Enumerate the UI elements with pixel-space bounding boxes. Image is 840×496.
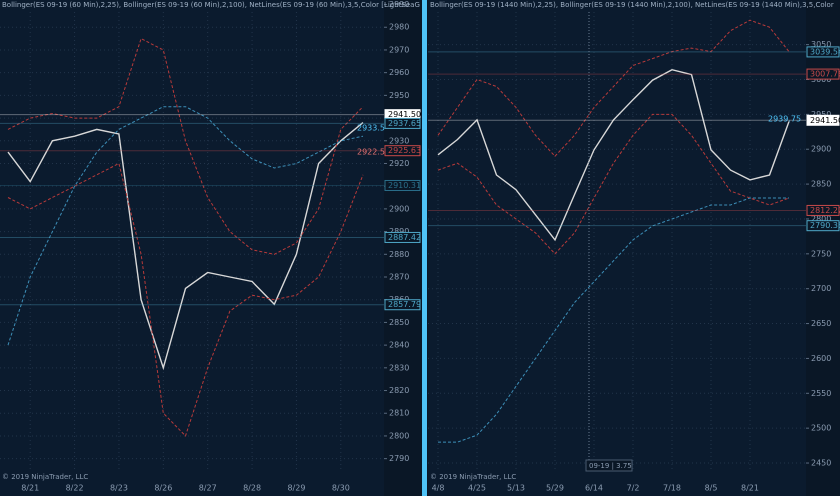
y-tick-label: 2600 bbox=[811, 354, 831, 363]
y-tick-label: 2990 bbox=[389, 0, 409, 9]
y-tick-label: 2960 bbox=[389, 68, 409, 77]
footer: © 2019 NinjaTrader, LLC bbox=[430, 473, 516, 481]
annotation: 2939.75 bbox=[768, 115, 801, 124]
y-tick-label: 2930 bbox=[389, 136, 409, 145]
price-tag bbox=[806, 68, 840, 80]
price-tag-label: 2925.63 bbox=[388, 146, 421, 155]
x-tick-label: 5/29 bbox=[546, 484, 564, 493]
y-tick-label: 2920 bbox=[389, 159, 409, 168]
x-tick-label: 4/8 bbox=[432, 484, 445, 493]
band-line bbox=[7, 37, 364, 255]
price-tag-label: 2790.36 bbox=[810, 221, 840, 230]
price-axis bbox=[806, 0, 840, 496]
y-tick-label: 2880 bbox=[389, 250, 409, 259]
title-bg bbox=[0, 0, 384, 10]
y-tick-label: 2500 bbox=[811, 424, 831, 433]
x-tick-label: 8/23 bbox=[110, 484, 128, 493]
price-tag-label: 2857.79 bbox=[388, 300, 421, 309]
price-tag-label: 2937.65 bbox=[388, 119, 421, 128]
price-tag bbox=[806, 220, 840, 232]
price-tag bbox=[384, 299, 421, 311]
y-tick-label: 2840 bbox=[389, 341, 409, 350]
y-tick-label: 2750 bbox=[811, 249, 831, 258]
x-tick-label: 6/14 bbox=[585, 484, 603, 493]
annotation: 2933.5 bbox=[357, 124, 385, 133]
price-tag-label: 3007.76 bbox=[810, 70, 840, 79]
price-tag-label: 2941.50 bbox=[388, 110, 421, 119]
x-tick-label: 8/5 bbox=[705, 484, 718, 493]
x-tick-label: 4/25 bbox=[468, 484, 486, 493]
cursor-label: 09-19 | 3.75 bbox=[589, 462, 632, 470]
x-tick-label: 8/21 bbox=[21, 484, 39, 493]
y-tick-label: 2980 bbox=[389, 23, 409, 32]
x-tick-label: 5/13 bbox=[507, 484, 525, 493]
y-tick-label: 2830 bbox=[389, 363, 409, 372]
price-tag bbox=[384, 117, 421, 129]
price-tag-label: 2887.42 bbox=[388, 233, 421, 242]
price-tag-label: 2941.50 bbox=[810, 116, 840, 125]
price-tag bbox=[806, 204, 840, 216]
x-tick-label: 8/21 bbox=[741, 484, 759, 493]
price-line bbox=[7, 122, 364, 371]
y-tick-label: 2850 bbox=[389, 318, 409, 327]
price-tag bbox=[806, 114, 840, 126]
x-tick-label: 8/30 bbox=[332, 484, 350, 493]
x-tick-label: 8/22 bbox=[66, 484, 84, 493]
y-tick-label: 2650 bbox=[811, 319, 831, 328]
price-tag bbox=[384, 179, 421, 191]
y-tick-label: 2900 bbox=[389, 204, 409, 213]
y-tick-label: 2800 bbox=[389, 431, 409, 440]
price-tag bbox=[384, 231, 421, 243]
price-tag bbox=[806, 46, 840, 58]
x-tick-label: 8/27 bbox=[199, 484, 217, 493]
panel-separator bbox=[422, 0, 427, 496]
chart-title: Bollinger(ES 09-19 (60 Min),2,25), Bolli… bbox=[2, 1, 420, 9]
chart-title: Bollinger(ES 09-19 (1440 Min),2,25), Bol… bbox=[430, 1, 834, 9]
y-tick-label: 2450 bbox=[811, 459, 831, 468]
x-tick-label: 7/18 bbox=[663, 484, 681, 493]
y-tick-label: 2790 bbox=[389, 454, 409, 463]
price-line bbox=[437, 68, 790, 242]
y-tick-label: 2900 bbox=[811, 145, 831, 154]
band-line bbox=[7, 162, 364, 437]
y-tick-label: 2810 bbox=[389, 409, 409, 418]
price-tag-label: 2910.31 bbox=[388, 181, 421, 190]
price-axis bbox=[384, 0, 421, 496]
y-tick-label: 2550 bbox=[811, 389, 831, 398]
y-tick-label: 2850 bbox=[811, 180, 831, 189]
annotation: 2922.5 bbox=[357, 148, 385, 157]
y-tick-label: 3050 bbox=[811, 40, 831, 49]
y-tick-label: 2970 bbox=[389, 45, 409, 54]
y-tick-label: 2890 bbox=[389, 227, 409, 236]
price-tag bbox=[384, 145, 421, 157]
band-line bbox=[437, 19, 790, 157]
footer: © 2019 NinjaTrader, LLC bbox=[2, 473, 88, 481]
price-tag-label: 2812.22 bbox=[810, 206, 840, 215]
y-tick-label: 2950 bbox=[389, 91, 409, 100]
x-tick-label: 8/29 bbox=[287, 484, 305, 493]
x-tick-label: 8/26 bbox=[154, 484, 172, 493]
band-line bbox=[7, 106, 364, 346]
band-line bbox=[437, 113, 790, 255]
price-tag-label: 3039.54 bbox=[810, 47, 840, 56]
plot-area bbox=[0, 0, 384, 496]
band-line bbox=[438, 197, 789, 443]
y-tick-label: 2820 bbox=[389, 386, 409, 395]
y-tick-label: 2950 bbox=[811, 110, 831, 119]
x-tick-label: 7/2 bbox=[627, 484, 640, 493]
y-tick-label: 2700 bbox=[811, 284, 831, 293]
y-tick-label: 2870 bbox=[389, 273, 409, 282]
y-tick-label: 2800 bbox=[811, 214, 831, 223]
cursor-box bbox=[585, 459, 633, 472]
title-bg bbox=[428, 0, 806, 10]
x-tick-label: 8/28 bbox=[243, 484, 261, 493]
